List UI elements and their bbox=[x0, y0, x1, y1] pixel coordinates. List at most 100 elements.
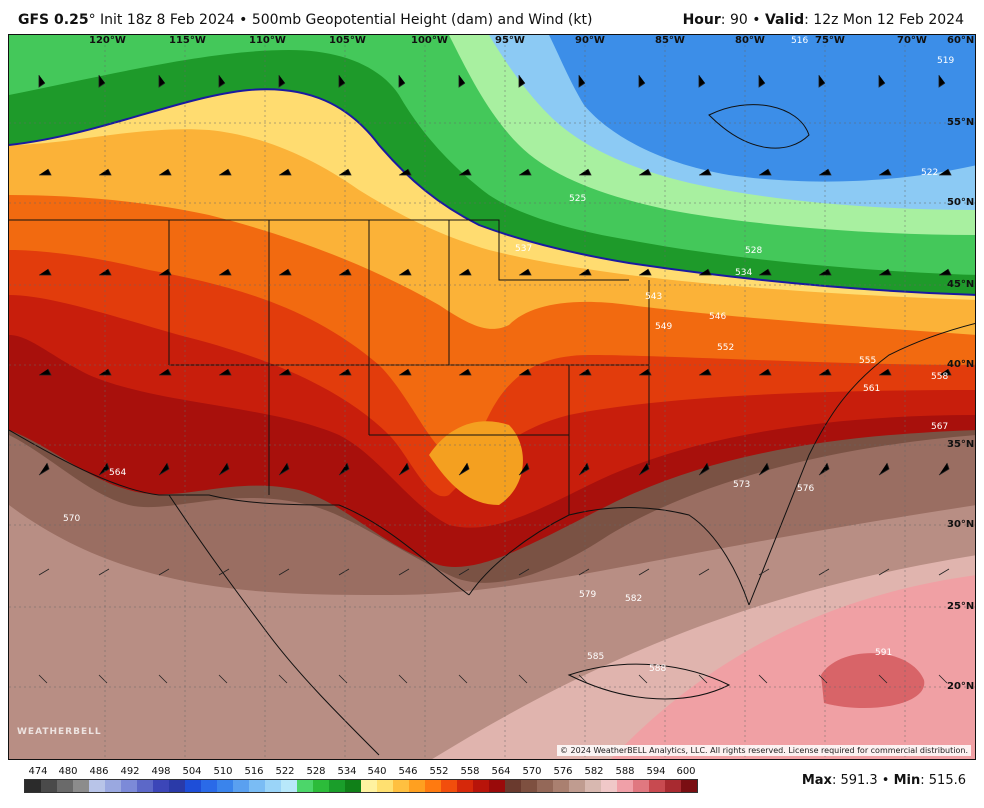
colorbar-swatch bbox=[441, 780, 457, 792]
colorbar-swatch bbox=[57, 780, 73, 792]
weatherbell-logo: WEATHERBELL bbox=[17, 727, 102, 737]
colorbar-swatch bbox=[617, 780, 633, 792]
band-max bbox=[821, 653, 925, 709]
hour-label: Hour bbox=[682, 12, 721, 28]
baja-coast bbox=[168, 494, 380, 756]
lon-label: 70°W bbox=[897, 35, 927, 46]
colorbar-tick: 588 bbox=[615, 766, 635, 777]
lon-label: 80°W bbox=[735, 35, 765, 46]
colorbar-swatch bbox=[569, 780, 585, 792]
band-591 bbox=[610, 575, 975, 759]
contour-label: 576 bbox=[797, 484, 814, 494]
contour-label: 534 bbox=[735, 268, 752, 278]
colorbar-swatch bbox=[505, 780, 521, 792]
colorbar-swatch bbox=[89, 780, 105, 792]
contour-label: 555 bbox=[859, 356, 876, 366]
contour-label: 579 bbox=[579, 590, 596, 600]
contour-label: 543 bbox=[645, 292, 662, 302]
lon-label: 75°W bbox=[815, 35, 845, 46]
lat-label: 60°N bbox=[947, 35, 975, 46]
colorbar-tick: 522 bbox=[275, 766, 295, 777]
colorbar-tick: 552 bbox=[429, 766, 449, 777]
min-value: 515.6 bbox=[928, 773, 966, 788]
colorbar-swatch bbox=[249, 780, 265, 792]
lat-label: 30°N bbox=[947, 519, 975, 530]
colorbar-tick: 576 bbox=[553, 766, 573, 777]
lat-label: 20°N bbox=[947, 681, 975, 692]
height-field: 516 519 522 525 528 534 537 543 546 549 … bbox=[9, 35, 975, 759]
max-value: 591.3 bbox=[840, 773, 878, 788]
colorbar-swatch bbox=[169, 780, 185, 792]
colorbar-tick: 546 bbox=[398, 766, 418, 777]
colorbar-swatch bbox=[41, 780, 57, 792]
contour-label: 567 bbox=[931, 422, 948, 432]
cuba-outline bbox=[567, 663, 731, 700]
weather-map[interactable]: 516 519 522 525 528 534 537 543 546 549 … bbox=[8, 34, 976, 760]
contour-label: 519 bbox=[937, 56, 954, 66]
contour-label: 546 bbox=[709, 312, 726, 322]
hour-value: 90 bbox=[729, 12, 748, 28]
lat-label: 55°N bbox=[947, 117, 975, 128]
colorbar-swatch bbox=[665, 780, 681, 792]
colorbar-swatch bbox=[233, 780, 249, 792]
contour-label: 585 bbox=[587, 652, 604, 662]
contour-label: 558 bbox=[931, 372, 948, 382]
colorbar-tick: 594 bbox=[646, 766, 666, 777]
colorbar-tick: 582 bbox=[584, 766, 604, 777]
low-core bbox=[429, 421, 523, 505]
valid-value: 12z Mon 12 Feb 2024 bbox=[813, 12, 964, 28]
gulf-coast bbox=[468, 507, 750, 606]
lat-label: 40°N bbox=[947, 359, 975, 370]
colorbar-swatch bbox=[553, 780, 569, 792]
colorbar-tick: 516 bbox=[244, 766, 264, 777]
colorbar-swatch bbox=[601, 780, 617, 792]
colorbar-swatch bbox=[137, 780, 153, 792]
field-stats: Max: 591.3 • Min: 515.6 bbox=[801, 773, 966, 788]
contour-label: 582 bbox=[625, 594, 642, 604]
colorbar-swatch bbox=[409, 780, 425, 792]
colorbar-swatch bbox=[297, 780, 313, 792]
lon-label: 90°W bbox=[575, 35, 605, 46]
contour-label-group: 516 519 522 525 528 534 537 543 546 549 … bbox=[63, 36, 954, 674]
init-text: Init 18z 8 Feb 2024 • 500mb Geopotential… bbox=[100, 12, 593, 28]
colorbar-swatch bbox=[313, 780, 329, 792]
contour-label: 588 bbox=[649, 664, 666, 674]
colorbar-swatch bbox=[361, 780, 377, 792]
band-519 bbox=[549, 35, 975, 182]
colorbar-tick: 600 bbox=[676, 766, 696, 777]
contour-label: 573 bbox=[733, 480, 750, 490]
valid-time: Hour: 90 • Valid: 12z Mon 12 Feb 2024 bbox=[682, 12, 964, 28]
contour-label: 528 bbox=[745, 246, 762, 256]
min-label: Min bbox=[893, 773, 921, 788]
valid-label: Valid bbox=[764, 12, 805, 28]
colorbar-swatch bbox=[25, 780, 41, 792]
lon-label: 105°W bbox=[329, 35, 366, 46]
us-mexico-border bbox=[9, 429, 470, 596]
lon-label: 115°W bbox=[169, 35, 206, 46]
colorbar-swatch bbox=[489, 780, 505, 792]
colorbar-swatch bbox=[425, 780, 441, 792]
contour-label: 552 bbox=[717, 343, 734, 353]
header-bar: GFS 0.25° Init 18z 8 Feb 2024 • 500mb Ge… bbox=[0, 0, 984, 34]
colorbar-swatch bbox=[121, 780, 137, 792]
colorbar-swatch bbox=[393, 780, 409, 792]
contour-label: 561 bbox=[863, 384, 880, 394]
max-label: Max bbox=[801, 773, 832, 788]
colorbar-tick: 498 bbox=[151, 766, 171, 777]
lon-label: 85°W bbox=[655, 35, 685, 46]
lat-label: 50°N bbox=[947, 197, 975, 208]
colorbar-swatch bbox=[457, 780, 473, 792]
colorbar-swatch bbox=[281, 780, 297, 792]
colorbar-swatch bbox=[185, 780, 201, 792]
colorbar-swatch bbox=[73, 780, 89, 792]
colorbar-tick: 540 bbox=[367, 766, 387, 777]
colorbar-tick: 510 bbox=[213, 766, 233, 777]
model-name: GFS 0.25 bbox=[18, 12, 89, 28]
colorbar-swatch bbox=[521, 780, 537, 792]
chart-title: GFS 0.25° Init 18z 8 Feb 2024 • 500mb Ge… bbox=[18, 12, 593, 28]
contour-label: 522 bbox=[921, 168, 938, 178]
contour-label: 525 bbox=[569, 194, 586, 204]
colorbar-swatch bbox=[217, 780, 233, 792]
colorbar-tick: 492 bbox=[120, 766, 140, 777]
colorbar-swatch bbox=[633, 780, 649, 792]
